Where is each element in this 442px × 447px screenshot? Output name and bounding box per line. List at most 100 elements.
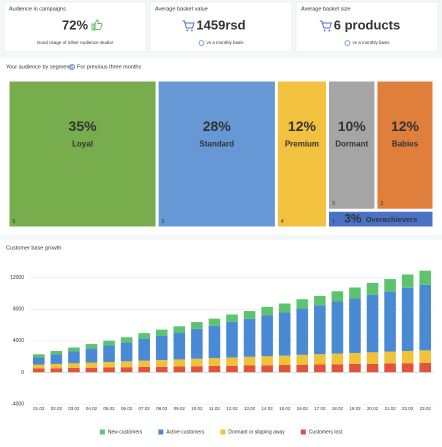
segment-percent: 10% <box>338 118 367 134</box>
bar-segment <box>331 353 344 365</box>
bar-segment <box>261 365 273 373</box>
legend-swatch <box>99 429 105 435</box>
bar-segment <box>278 365 291 373</box>
bar-segment <box>331 364 344 373</box>
kpi-note: vs a monthly basis <box>352 40 390 45</box>
bar-segment <box>314 354 326 365</box>
bar-segment <box>103 361 115 368</box>
bar-segment <box>50 354 63 364</box>
kpi-card <box>295 1 439 53</box>
bar-segment <box>349 298 361 353</box>
segment-name: Premium <box>285 140 319 149</box>
bar-segment <box>50 363 63 369</box>
bar-segment <box>32 368 45 373</box>
bar-segment <box>120 342 133 362</box>
segment-tile <box>9 81 156 227</box>
info-icon <box>344 40 351 46</box>
bar-segment <box>173 359 186 367</box>
info-icon <box>198 40 205 46</box>
x-tick-label: 08.02 <box>156 406 168 411</box>
bar-segment <box>50 350 63 355</box>
bar-segment <box>191 322 203 329</box>
bar-segment <box>366 352 379 364</box>
x-tick-label: 14.02 <box>261 406 273 411</box>
cart-wheel <box>328 29 331 32</box>
bar-segment <box>296 364 309 373</box>
x-tick-label: 13.02 <box>244 406 256 411</box>
y-tick-label: 12000 <box>10 275 24 281</box>
segment-tile <box>158 81 275 227</box>
bar-segment <box>138 338 150 361</box>
thumbs-up-icon <box>91 19 103 31</box>
kpi-label: Average basket value <box>155 6 208 12</box>
bar-segment <box>155 335 168 361</box>
segment-rank: 3 <box>332 201 335 207</box>
x-tick-label: 21.02 <box>384 406 396 411</box>
legend-swatch <box>158 429 164 435</box>
segment-rank: 5 <box>162 219 165 225</box>
bar-segment <box>138 367 150 373</box>
x-tick-label: 20.02 <box>367 406 379 411</box>
bar-segment <box>191 328 203 359</box>
bar-segment <box>349 352 361 365</box>
bar-segment <box>226 365 238 373</box>
bar-segment <box>384 291 396 352</box>
segment-percent: 12% <box>391 118 420 134</box>
segment-rank: 2 <box>380 201 383 207</box>
x-tick-label: 17.02 <box>314 406 326 411</box>
bar-segment <box>366 294 379 353</box>
bar-segment <box>173 332 186 360</box>
bar-segment <box>208 365 221 373</box>
segment-rank: 4 <box>281 219 284 225</box>
cart-wheel <box>191 29 193 32</box>
x-tick-label: 22.02 <box>402 406 414 411</box>
bar-segment <box>349 364 361 373</box>
x-tick-label: 16.02 <box>297 406 309 411</box>
legend-label: New customers <box>108 429 143 435</box>
segment-tile <box>329 81 375 209</box>
bar-segment <box>85 344 98 349</box>
bar-segment <box>120 367 133 373</box>
legend-label: Customers lost <box>309 429 343 435</box>
bar-segment <box>384 363 396 373</box>
bar-segment <box>261 306 273 316</box>
kpi-value: 72% <box>62 17 88 32</box>
kpi-label: Audience in campaigns <box>9 6 66 12</box>
bar-segment <box>120 337 133 343</box>
bar-segment <box>226 321 238 358</box>
segment-tile <box>377 81 433 209</box>
x-tick-label: 07.02 <box>139 406 151 411</box>
legend-label: Dormant or slipping away <box>228 429 285 435</box>
bar-segment <box>120 361 133 368</box>
bar-segment <box>314 295 326 306</box>
bar-segment <box>173 326 186 333</box>
bar-segment <box>296 354 309 365</box>
bar-segment <box>155 366 168 373</box>
x-tick-label: 10.02 <box>191 406 203 411</box>
x-tick-label: 01.02 <box>33 406 45 411</box>
bar-segment <box>208 358 221 366</box>
bar-segment <box>68 363 80 369</box>
legend-swatch <box>220 429 226 435</box>
bar-segment <box>138 333 150 339</box>
bar-segment <box>401 363 414 373</box>
kpi-note: vs a monthly basis <box>206 40 244 45</box>
bar-segment <box>85 362 98 368</box>
segment-name: Standard <box>199 140 234 149</box>
x-tick-label: 11.02 <box>209 406 220 411</box>
bar-segment <box>32 357 45 365</box>
bar-segment <box>103 367 115 373</box>
bar-segment <box>278 312 291 356</box>
x-tick-label: 19.02 <box>349 406 361 411</box>
kpi-note: Good usage of Silver Audience studio! <box>37 40 113 45</box>
x-tick-label: 15.02 <box>279 406 291 411</box>
bar-segment <box>261 356 273 366</box>
kpi-label: Average basket size <box>301 6 350 12</box>
info-icon <box>69 64 76 71</box>
x-tick-label: 12.02 <box>226 406 238 411</box>
bar-segment <box>226 314 238 322</box>
bar-segment <box>296 299 309 309</box>
kpi-card <box>3 1 147 53</box>
kpi-value: 1459rsd <box>196 17 245 32</box>
